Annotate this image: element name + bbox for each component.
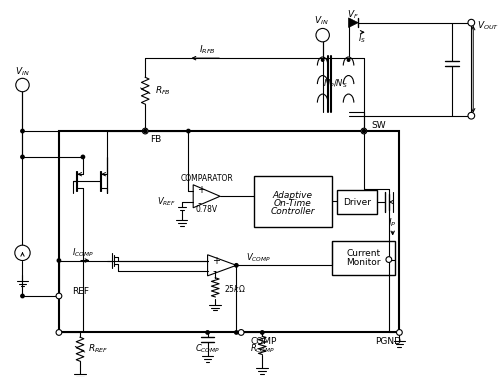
Circle shape: [361, 128, 367, 134]
Bar: [254, 176, 332, 227]
Text: $I_{RFB}$: $I_{RFB}$: [200, 43, 216, 56]
Text: On-Time: On-Time: [274, 199, 312, 208]
Text: $N_P/N_S$: $N_P/N_S$: [323, 78, 347, 90]
Text: Driver: Driver: [343, 197, 371, 207]
Circle shape: [386, 257, 392, 262]
Text: $V_{COMP}$: $V_{COMP}$: [246, 252, 271, 264]
Text: $V_{IN}$: $V_{IN}$: [15, 65, 30, 78]
Circle shape: [186, 129, 191, 134]
Text: $25k\Omega$: $25k\Omega$: [224, 283, 246, 294]
Text: $V_{OUT}$: $V_{OUT}$: [477, 20, 499, 32]
Circle shape: [56, 329, 62, 335]
Text: Adaptive: Adaptive: [273, 191, 313, 200]
Polygon shape: [208, 255, 236, 276]
Text: COMPARATOR: COMPARATOR: [180, 174, 233, 182]
Bar: [337, 190, 378, 215]
Circle shape: [56, 258, 62, 263]
Text: Monitor: Monitor: [346, 258, 380, 267]
Text: $V_{REF}$: $V_{REF}$: [157, 196, 176, 208]
Text: +: +: [212, 255, 220, 265]
Circle shape: [20, 129, 25, 134]
Text: SW: SW: [372, 121, 386, 130]
Text: FB: FB: [150, 135, 162, 144]
Text: $I_{COMP}$: $I_{COMP}$: [72, 247, 94, 259]
Circle shape: [468, 113, 474, 119]
Text: -: -: [212, 266, 216, 276]
Circle shape: [15, 245, 30, 260]
Circle shape: [468, 19, 474, 26]
Circle shape: [320, 58, 324, 62]
Circle shape: [260, 330, 264, 335]
Circle shape: [238, 329, 244, 335]
Text: REF: REF: [72, 287, 90, 296]
Text: +: +: [197, 185, 205, 195]
Circle shape: [346, 58, 350, 62]
Circle shape: [80, 154, 86, 159]
Circle shape: [20, 154, 25, 159]
Circle shape: [234, 263, 238, 268]
Polygon shape: [193, 185, 220, 208]
Text: 0.78V: 0.78V: [195, 205, 217, 214]
Text: $C_{COMP}$: $C_{COMP}$: [195, 343, 220, 355]
Text: $V_{IN}$: $V_{IN}$: [314, 15, 329, 27]
Text: $R_{COMP}$: $R_{COMP}$: [250, 343, 275, 355]
Bar: [59, 131, 400, 333]
Circle shape: [205, 330, 210, 335]
Circle shape: [362, 129, 366, 134]
Circle shape: [142, 128, 148, 134]
Text: Current: Current: [346, 249, 380, 258]
Circle shape: [234, 330, 238, 335]
Text: -: -: [197, 198, 201, 208]
Circle shape: [16, 78, 29, 92]
Bar: [332, 241, 394, 275]
Circle shape: [316, 28, 330, 42]
Text: $R_{FB}$: $R_{FB}$: [155, 84, 170, 97]
Circle shape: [396, 329, 402, 335]
Text: PGND: PGND: [375, 337, 401, 346]
Circle shape: [143, 129, 148, 134]
Text: $R_{REF}$: $R_{REF}$: [88, 343, 108, 356]
Text: $V_F$: $V_F$: [348, 9, 360, 21]
Text: Controller: Controller: [270, 207, 315, 216]
Text: $I_S$: $I_S$: [358, 33, 366, 45]
Circle shape: [20, 294, 25, 298]
Text: COMP: COMP: [250, 337, 277, 346]
Text: $I_P$: $I_P$: [388, 217, 397, 229]
Circle shape: [56, 293, 62, 299]
Polygon shape: [348, 18, 358, 28]
